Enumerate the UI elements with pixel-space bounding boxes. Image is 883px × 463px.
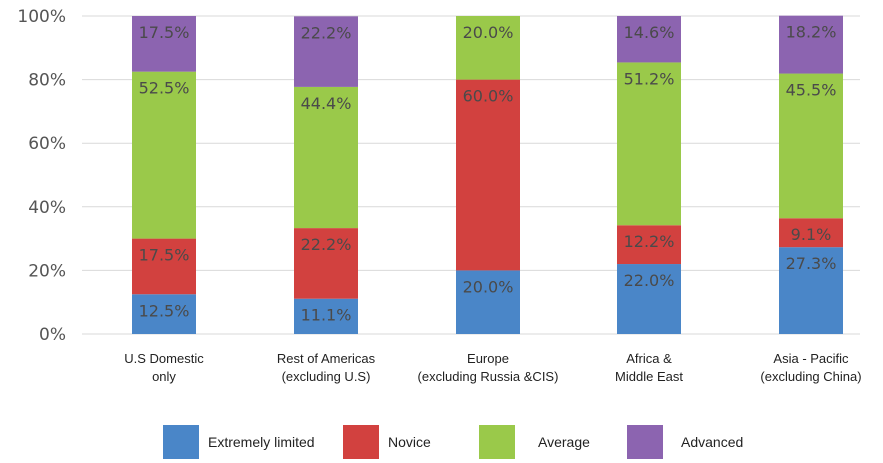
data-label: 44.4% xyxy=(301,94,352,113)
data-label: 17.5% xyxy=(139,23,190,42)
bar-segment xyxy=(132,294,196,334)
bar-segment xyxy=(456,270,520,334)
bar-segment xyxy=(456,16,520,80)
data-label: 45.5% xyxy=(786,81,837,100)
bar-segment xyxy=(294,16,358,87)
bar-segment xyxy=(779,218,843,248)
legend-swatch xyxy=(343,425,379,459)
bar-segment xyxy=(617,264,681,334)
x-tick-label: Africa & Middle East xyxy=(615,351,683,384)
bar-segment xyxy=(132,71,196,239)
data-label: 20.0% xyxy=(463,23,514,42)
y-tick-label: 20% xyxy=(28,261,66,281)
bar-segment xyxy=(617,16,681,63)
bar-segment xyxy=(779,247,843,334)
legend-label: Advanced xyxy=(681,434,743,450)
data-label: 27.3% xyxy=(786,254,837,273)
data-label: 22.0% xyxy=(624,271,675,290)
data-label: 18.2% xyxy=(786,23,837,42)
data-label: 12.5% xyxy=(139,301,190,320)
bar-segment xyxy=(132,16,196,72)
bar-segment xyxy=(294,298,358,334)
bar-segment xyxy=(779,73,843,219)
bar-segment xyxy=(132,238,196,295)
x-tick-label: Rest of Americas (excluding U.S) xyxy=(277,351,376,384)
bar-segment xyxy=(456,79,520,271)
bar-segment xyxy=(617,225,681,265)
bar-segment xyxy=(294,228,358,299)
data-label: 22.2% xyxy=(301,23,352,42)
legend-label: Novice xyxy=(388,434,431,450)
legend-swatch xyxy=(479,425,515,459)
x-axis: U.S Domestic only Rest of Americas (excludi… xyxy=(124,351,861,384)
legend-label: Extremely limited xyxy=(208,434,315,450)
legend-swatch xyxy=(163,425,199,459)
x-tick-label: Asia - Pacific (excluding China) xyxy=(760,351,861,384)
bar-segment xyxy=(779,15,843,74)
x-tick-label: U.S Domestic only xyxy=(124,351,204,384)
y-tick-label: 80% xyxy=(28,71,66,91)
data-label: 52.5% xyxy=(139,79,190,98)
legend: Extremely limited Novice Average Advanced xyxy=(163,425,743,459)
data-label: 11.1% xyxy=(301,306,352,325)
bar-segment xyxy=(617,62,681,226)
data-label: 22.2% xyxy=(301,235,352,254)
y-tick-label: 60% xyxy=(28,134,66,154)
data-label: 12.2% xyxy=(624,232,675,251)
bars: 12.5% 17.5% 52.5% 17.5% 11.1% 22.2% 44.4% 22.2%… xyxy=(132,15,843,334)
data-label: 17.5% xyxy=(139,246,190,265)
bar-segment xyxy=(294,86,358,229)
legend-label: Average xyxy=(538,434,590,450)
x-tick-label: Europe (excluding Russia &CIS) xyxy=(418,351,559,384)
data-label: 51.2% xyxy=(624,69,675,88)
data-label: 14.6% xyxy=(624,23,675,42)
y-tick-label: 40% xyxy=(28,198,66,218)
y-tick-label: 0% xyxy=(39,325,66,345)
data-label: 20.0% xyxy=(463,277,514,296)
legend-swatch xyxy=(627,425,663,459)
y-axis: 0% 20% 40% 60% 80% 100% xyxy=(17,7,66,345)
data-label: 60.0% xyxy=(463,87,514,106)
data-label: 9.1% xyxy=(791,225,832,244)
y-tick-label: 100% xyxy=(17,7,66,27)
